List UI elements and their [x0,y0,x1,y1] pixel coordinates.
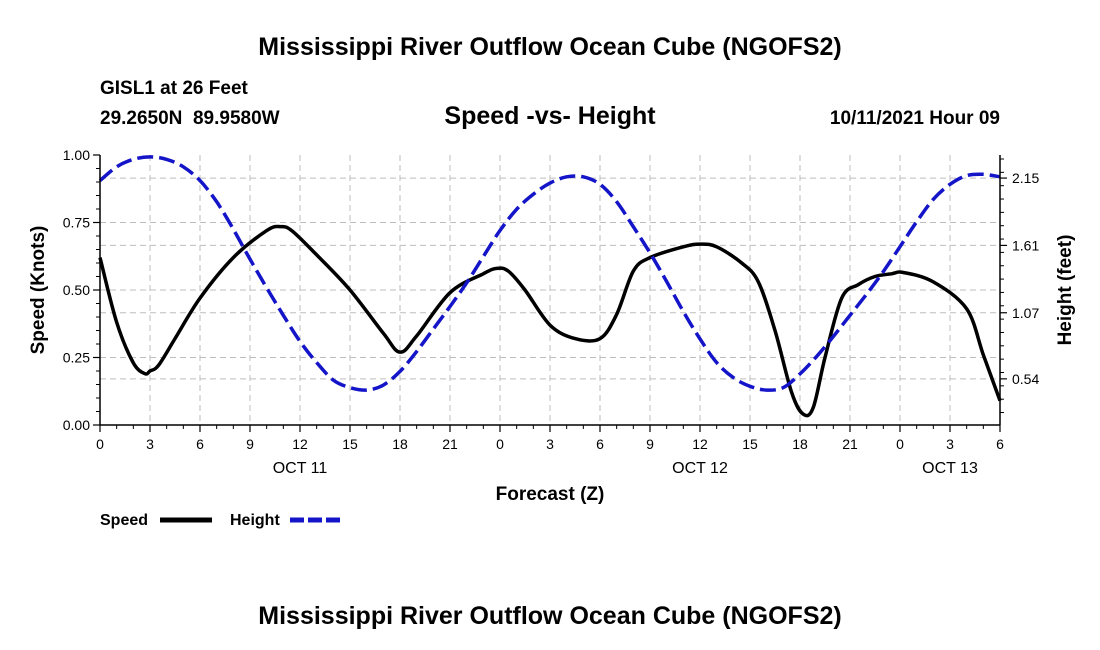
legend-height-label: Height [230,512,280,529]
x-tick-label: 9 [646,436,654,452]
tick-labels: 0 3 6 9 12 15 18 21 0 3 6 9 12 15 18 21 0 3 6 OCT 11 OCT 12 O… [63,147,1040,477]
y-right-tick-label: 2.15 [1012,170,1039,186]
x-tick-label: 12 [292,436,308,452]
date-label: OCT 13 [922,460,978,477]
x-tick-label: 3 [946,436,954,452]
series-line-speed [98,224,1002,418]
y-axis-left-label: Speed (Knots) [28,226,49,355]
x-tick-label: 3 [146,436,154,452]
station-label: GISL1 at 26 Feet [100,78,249,99]
x-tick-label: 15 [342,436,358,452]
y-left-tick-label: 0.75 [63,215,90,231]
coordinates-label: 29.2650N 89.9580W [100,108,280,129]
axes [93,154,1007,432]
y-left-tick-label: 0.50 [63,282,90,298]
x-tick-label: 0 [96,436,104,452]
date-label: OCT 12 [672,460,728,477]
y-right-tick-label: 1.07 [1012,305,1039,321]
x-tick-label: 0 [496,436,504,452]
legend: Speed Height [100,512,342,529]
series-line-height [98,155,1001,392]
timestamp-label: 10/11/2021 Hour 09 [830,108,1000,129]
x-tick-label: 6 [596,436,604,452]
x-tick-label: 21 [842,436,858,452]
x-tick-label: 21 [442,436,458,452]
x-tick-label: 18 [392,436,408,452]
date-label: OCT 11 [273,460,328,477]
x-axis-label: Forecast (Z) [496,484,605,505]
legend-speed-label: Speed [100,512,148,529]
series-lines [98,155,1002,418]
chart-subtitle: Speed -vs- Height [444,102,656,130]
chart-title: Mississippi River Outflow Ocean Cube (NG… [258,33,841,61]
x-tick-label: 9 [246,436,254,452]
x-tick-label: 18 [792,436,808,452]
x-tick-label: 15 [742,436,758,452]
y-right-tick-label: 1.61 [1012,237,1039,253]
y-right-tick-label: 0.54 [1012,371,1039,387]
x-tick-label: 6 [196,436,204,452]
footer-title: Mississippi River Outflow Ocean Cube (NG… [258,602,841,630]
x-tick-label: 3 [546,436,554,452]
grid-lines [100,155,1000,425]
x-tick-label: 6 [996,436,1004,452]
x-tick-label: 0 [896,436,904,452]
y-left-tick-label: 1.00 [63,147,90,163]
y-left-tick-label: 0.25 [63,350,90,366]
y-left-tick-label: 0.00 [63,417,90,433]
x-tick-label: 12 [692,436,708,452]
y-axis-right-label: Height (feet) [1055,235,1076,346]
